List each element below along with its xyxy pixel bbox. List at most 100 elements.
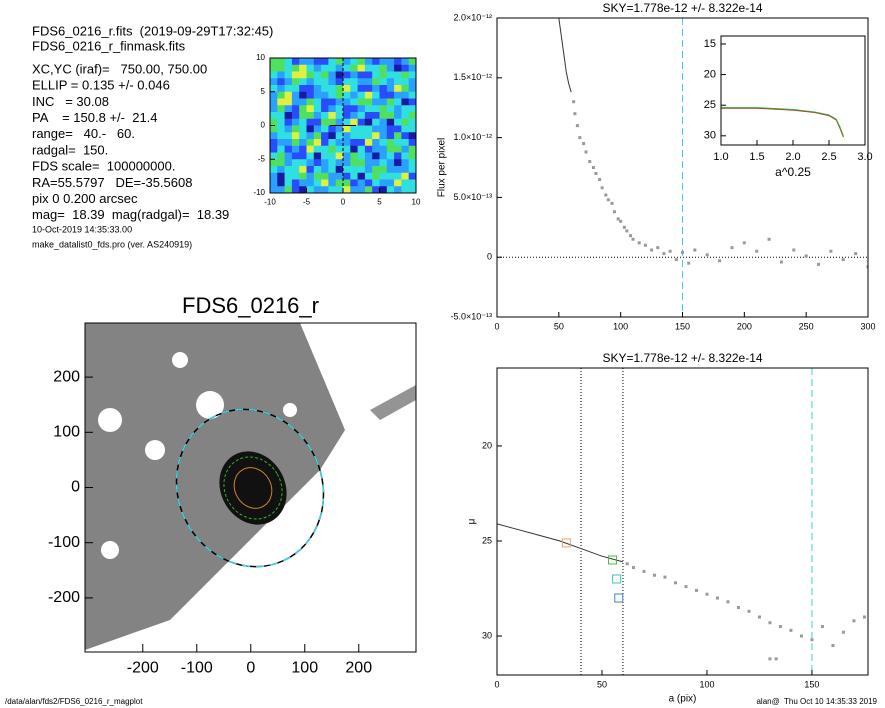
contour-cell — [386, 98, 395, 106]
contour-cell — [401, 85, 410, 93]
contour-cell — [291, 118, 300, 126]
contour-cell — [364, 132, 373, 140]
contour-cell — [270, 78, 278, 86]
contour-cell — [321, 71, 329, 79]
contour-cell — [364, 64, 373, 72]
contour-cell — [284, 58, 293, 66]
contour-cell — [284, 118, 293, 126]
contour-cell — [386, 179, 395, 187]
contour-cell — [306, 159, 315, 167]
x-tick-label: 2.0 — [785, 151, 800, 163]
contour-cell — [394, 139, 402, 147]
plot-area — [497, 368, 866, 675]
x-tick-label: 200 — [345, 660, 372, 677]
point — [598, 177, 602, 181]
series-line — [721, 107, 844, 138]
contour-cell — [394, 105, 402, 113]
contour-cell — [372, 64, 380, 72]
contour-cell — [277, 91, 286, 99]
contour-cell — [343, 186, 351, 193]
point — [774, 657, 778, 661]
galaxy-core — [219, 451, 287, 525]
contour-cell — [394, 152, 402, 160]
contour-cell — [386, 172, 395, 180]
contour-cell — [284, 179, 293, 187]
contour-cell — [350, 71, 359, 79]
point — [668, 249, 672, 253]
contour-cell — [357, 64, 366, 72]
y-tick-label: 20 — [482, 440, 492, 450]
contour-cell — [408, 118, 416, 126]
contour-cell — [372, 112, 380, 120]
contour-cell — [357, 145, 366, 153]
contour-cell — [270, 64, 278, 72]
contour-cell — [291, 159, 300, 167]
contour-cell — [277, 152, 286, 160]
contour-cell — [306, 105, 315, 113]
contour-cell — [350, 85, 359, 93]
marker — [561, 538, 571, 548]
chart-title: FDS6_0216_r — [182, 293, 319, 318]
y-tick-label: 25 — [482, 535, 492, 545]
contour-cell — [277, 118, 286, 126]
point — [829, 249, 833, 253]
contour-cell — [299, 98, 307, 106]
contour-cell — [277, 166, 286, 174]
contour-cell — [379, 118, 388, 126]
contour-cell — [379, 112, 388, 120]
point — [604, 193, 608, 197]
contour-cell — [313, 172, 322, 180]
x-tick-label: 0 — [246, 660, 255, 677]
contour-cell — [401, 118, 410, 126]
contour-cell — [357, 85, 366, 93]
contour-cell — [350, 105, 359, 113]
contour-cell — [299, 172, 307, 180]
x-tick-label: -200 — [127, 660, 159, 677]
contour-cell — [299, 112, 307, 120]
contour-cell — [306, 118, 315, 126]
point — [619, 219, 623, 223]
contour-cell — [335, 118, 344, 126]
contour-cell — [291, 179, 300, 187]
contour-cell — [350, 152, 359, 160]
point — [742, 241, 746, 245]
footer-stamp: alan@ Thu Oct 10 14:35:33 2019 — [756, 697, 877, 706]
marker — [607, 555, 617, 565]
point — [854, 252, 858, 256]
contour-cell — [328, 91, 337, 99]
contour-cell — [394, 132, 402, 140]
y-tick-label: -200 — [48, 589, 80, 606]
contour-cell — [328, 172, 337, 180]
contour-cell — [364, 179, 373, 187]
y-tick-label: 30 — [704, 130, 716, 142]
contour-cell — [335, 58, 344, 66]
info-param: RA=55.5797 DE=-35.5608 — [32, 175, 192, 190]
contour-cell — [379, 58, 388, 66]
contour-cell — [306, 85, 315, 93]
x-tick-label: 50 — [554, 321, 564, 331]
contour-cell — [372, 145, 380, 153]
contour-cell — [386, 71, 395, 79]
contour-cell — [372, 105, 380, 113]
y-tick-label: -5 — [258, 154, 266, 163]
point — [642, 569, 646, 573]
contour-cell — [299, 166, 307, 174]
contour-cell — [372, 172, 380, 180]
contour-cell — [321, 64, 329, 72]
contour-cell — [277, 159, 286, 167]
footer-path: /data/alan/fds2/FDS6_0216_r_magplot — [5, 697, 143, 706]
contour-cell — [343, 166, 351, 174]
contour-cell — [401, 64, 410, 72]
contour-cell — [386, 91, 395, 99]
contour-cell — [277, 179, 286, 187]
point — [578, 136, 582, 140]
contour-cell — [350, 91, 359, 99]
info-param: FDS scale= 100000000. — [32, 159, 175, 174]
contour-cell — [328, 179, 337, 187]
contour-cell — [343, 58, 351, 66]
contour-cell — [270, 145, 278, 153]
contour-cell — [291, 91, 300, 99]
contour-cell — [364, 166, 373, 174]
contour-cell — [321, 186, 329, 193]
contour-cell — [313, 64, 322, 72]
